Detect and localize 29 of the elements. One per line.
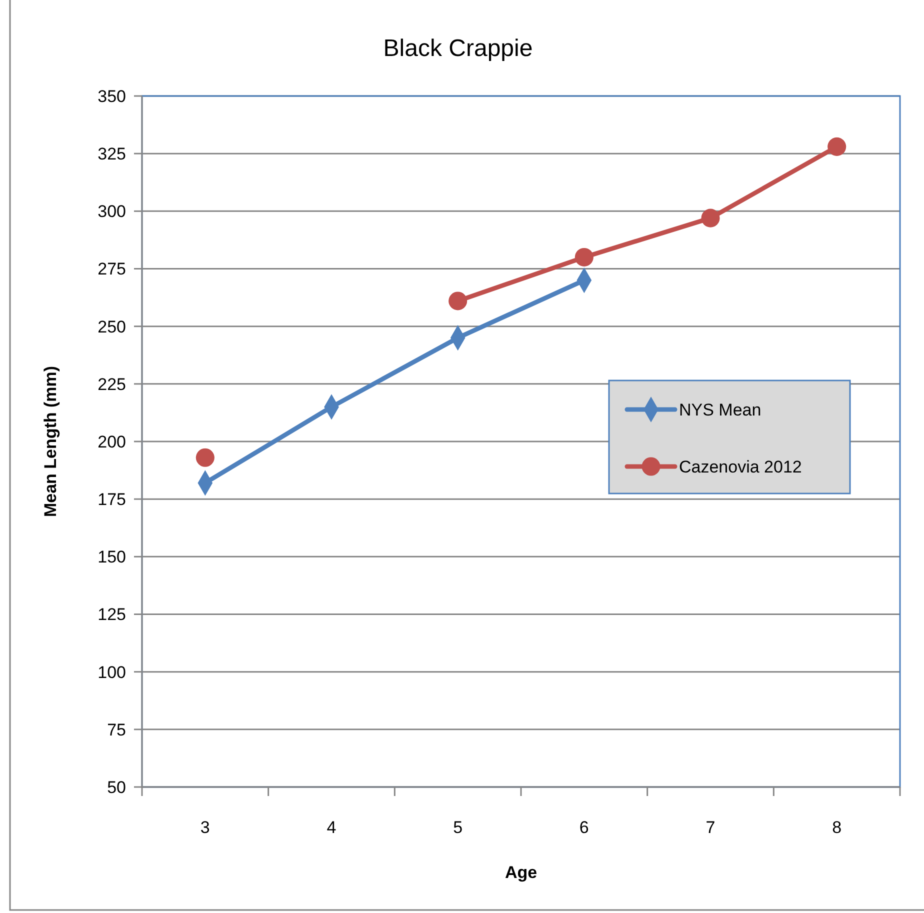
x-tick-label: 3 — [200, 818, 210, 837]
x-tick-label: 7 — [706, 818, 716, 837]
y-tick-label: 50 — [107, 778, 126, 797]
legend-label: NYS Mean — [679, 400, 762, 420]
point — [196, 448, 214, 467]
y-tick-label: 75 — [107, 720, 126, 740]
point — [701, 208, 720, 228]
x-tick-label: 8 — [832, 818, 842, 837]
point — [574, 248, 594, 266]
point — [448, 292, 468, 310]
y-tick-label: 325 — [98, 144, 126, 164]
y-tick-label: 125 — [98, 605, 126, 624]
x-tick-label: 6 — [579, 818, 589, 837]
y-tick-label: 175 — [98, 490, 126, 510]
chart-title: Black Crappie — [383, 35, 533, 62]
y-tick-label: 100 — [98, 662, 126, 682]
y-tick-label: 300 — [98, 202, 126, 222]
x-tick-label: 4 — [326, 818, 336, 837]
y-tick-label: 350 — [98, 86, 126, 106]
y-tick-label: 250 — [98, 317, 126, 336]
y-axis-title: Mean Length (mm) — [40, 366, 60, 518]
point — [828, 137, 846, 156]
y-tick-label: 275 — [98, 260, 126, 279]
x-axis-title: Age — [504, 862, 538, 882]
y-tick-label: 225 — [98, 374, 126, 394]
y-tick-label: 200 — [98, 432, 126, 452]
legend-label: Cazenovia 2012 — [679, 457, 802, 476]
x-tick-label: 5 — [453, 818, 463, 837]
y-tick-label: 150 — [98, 548, 126, 567]
